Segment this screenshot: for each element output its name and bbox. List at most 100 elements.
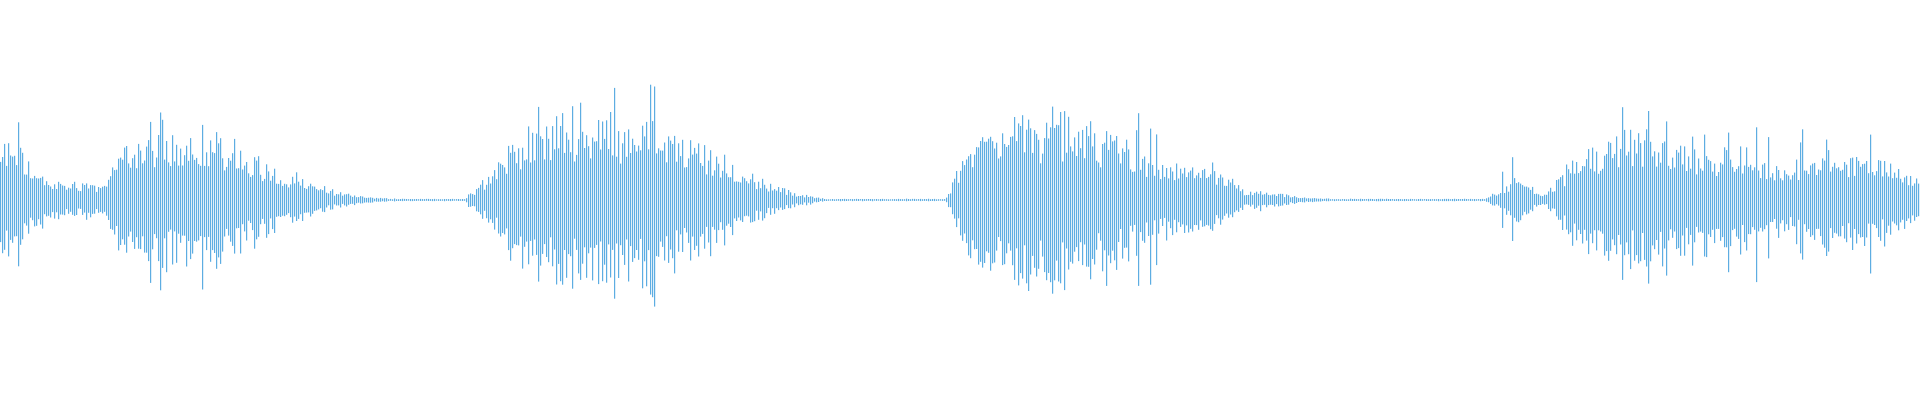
waveform-sample — [858, 199, 860, 201]
waveform-sample — [1780, 178, 1782, 224]
waveform-sample — [1884, 161, 1886, 247]
waveform-sample — [980, 141, 982, 262]
waveform-sample — [1256, 191, 1258, 208]
waveform-sample — [152, 150, 154, 250]
waveform-sample — [1250, 191, 1252, 207]
waveform-sample — [236, 168, 238, 229]
waveform-sample — [1136, 130, 1138, 256]
waveform-sample — [796, 196, 798, 204]
waveform-sample — [222, 158, 224, 252]
waveform-sample — [190, 138, 192, 260]
waveform-sample — [1572, 160, 1574, 246]
waveform-sample — [74, 181, 76, 216]
waveform-sample — [336, 194, 338, 206]
waveform-sample — [1332, 199, 1334, 201]
waveform-sample — [1084, 158, 1086, 245]
waveform-sample — [1000, 156, 1002, 242]
waveform-sample — [150, 121, 152, 283]
waveform-sample — [1110, 134, 1112, 264]
waveform-sample — [1308, 198, 1310, 202]
waveform-sample — [180, 148, 182, 243]
waveform-sample — [324, 186, 326, 213]
waveform-sample — [266, 164, 268, 238]
waveform-sample — [1450, 199, 1452, 201]
waveform-sample — [508, 145, 510, 251]
waveform-sample — [1238, 185, 1240, 212]
waveform-sample — [1120, 163, 1122, 229]
waveform-sample — [1914, 183, 1916, 221]
waveform-sample — [734, 181, 736, 219]
waveform-sample — [1418, 199, 1420, 201]
waveform-sample — [1014, 117, 1016, 280]
waveform-sample — [464, 199, 466, 201]
waveform-sample — [154, 167, 156, 235]
waveform-sample — [832, 199, 834, 201]
waveform-sample — [1304, 197, 1306, 203]
waveform-sample — [1756, 127, 1758, 283]
waveform-sample — [506, 173, 508, 229]
waveform-sample — [1274, 194, 1276, 207]
waveform-sample — [1530, 189, 1532, 210]
waveform-sample — [250, 176, 252, 223]
waveform-sample — [1744, 165, 1746, 243]
waveform-sample — [1236, 188, 1238, 211]
waveform-sample — [1344, 199, 1346, 201]
waveform-sample — [1512, 157, 1514, 241]
waveform-sample — [1724, 147, 1726, 248]
waveform-sample — [514, 151, 516, 245]
waveform-sample — [1324, 198, 1326, 201]
waveform-sample — [12, 156, 14, 243]
waveform-sample — [1722, 164, 1724, 238]
waveform-sample — [594, 141, 596, 248]
waveform-sample — [424, 199, 426, 201]
waveform-sample — [1790, 179, 1792, 218]
waveform-sample — [1664, 141, 1666, 249]
waveform-sample — [1544, 194, 1546, 205]
waveform-sample — [1114, 140, 1116, 261]
waveform-sample — [1592, 147, 1594, 244]
waveform-sample — [228, 158, 230, 236]
waveform-sample — [732, 164, 734, 236]
waveform-sample — [1586, 159, 1588, 241]
waveform-sample — [104, 185, 106, 212]
waveform-sample — [1432, 199, 1434, 201]
waveform-sample — [226, 166, 228, 229]
waveform-sample — [162, 119, 164, 268]
waveform-sample — [880, 199, 882, 202]
waveform-sample — [1278, 193, 1280, 207]
waveform-sample — [210, 140, 212, 262]
waveform-sample — [1296, 197, 1298, 203]
waveform-sample — [1528, 187, 1530, 214]
waveform-sample — [1656, 166, 1658, 240]
waveform-sample — [1820, 170, 1822, 237]
waveform-sample — [1410, 198, 1412, 201]
waveform-sample — [1852, 157, 1854, 250]
waveform-sample — [282, 185, 284, 216]
waveform-sample — [124, 147, 126, 245]
waveform-sample — [1412, 199, 1414, 201]
waveform-sample — [726, 173, 728, 226]
waveform-sample — [802, 195, 804, 205]
waveform-sample — [530, 162, 532, 241]
waveform-sample — [576, 154, 578, 250]
waveform-sample — [1796, 159, 1798, 245]
waveform-sample — [1610, 142, 1612, 251]
waveform-sample — [1350, 198, 1352, 201]
waveform-sample — [1670, 169, 1672, 230]
waveform-sample — [1566, 164, 1568, 230]
waveform-sample — [86, 183, 88, 220]
waveform-sample — [1818, 169, 1820, 229]
waveform-sample — [1368, 198, 1370, 202]
waveform-sample — [1526, 186, 1528, 215]
waveform-sample — [1352, 199, 1354, 201]
waveform-sample — [962, 161, 964, 241]
waveform-sample — [730, 177, 732, 227]
waveform-sample — [914, 198, 916, 201]
waveform-sample — [394, 198, 396, 202]
waveform-sample — [404, 198, 406, 201]
waveform-sample — [1048, 138, 1050, 273]
waveform-sample — [418, 199, 420, 201]
waveform-sample — [1106, 131, 1108, 286]
waveform-sample — [1748, 166, 1750, 235]
waveform-sample — [1714, 163, 1716, 244]
